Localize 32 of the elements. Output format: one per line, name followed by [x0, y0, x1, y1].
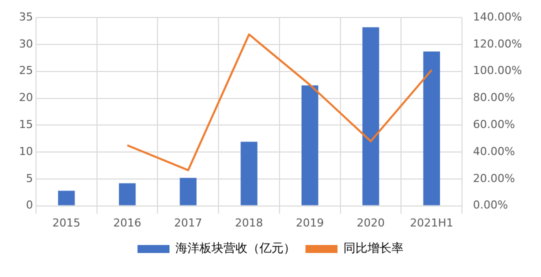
x-tick-label: 2019	[296, 216, 324, 230]
y2-tick-label: 40.00%	[473, 144, 516, 158]
y2-tick-label: 100.00%	[473, 64, 522, 78]
y2-tick-label: 80.00%	[473, 91, 516, 104]
y-tick-label: 35	[18, 10, 33, 24]
x-tick-label: 2021H1	[410, 216, 454, 230]
bar	[362, 27, 380, 206]
y2-tick-label: 60.00%	[473, 118, 516, 131]
x-tick-label: 2018	[235, 216, 264, 230]
y-tick-label: 15	[18, 118, 33, 131]
y-tick-label: 30	[18, 37, 33, 50]
y2-tick-label: 120.00%	[473, 37, 522, 50]
bar	[423, 51, 440, 206]
x-tick-label: 2017	[174, 216, 202, 230]
y-tick-label: 5	[26, 172, 33, 185]
y-tick-label: 10	[18, 144, 33, 158]
y-tick-label: 0	[26, 198, 33, 212]
x-tick-label: 2020	[356, 216, 385, 230]
y2-tick-label: 20.00%	[473, 172, 516, 185]
bar	[180, 178, 197, 206]
y-tick-label: 25	[18, 64, 33, 78]
y2-tick-label: 140.00%	[473, 10, 522, 24]
legend-label: 海洋板块营收（亿元）	[176, 241, 296, 256]
y2-tick-label: 0.00%	[473, 198, 508, 212]
y-tick-label: 20	[18, 91, 33, 104]
legend-label: 同比增长率	[344, 241, 404, 256]
x-tick-label: 2015	[52, 216, 80, 230]
bar	[118, 183, 136, 206]
bar	[302, 85, 318, 206]
x-tick-label: 2016	[113, 216, 142, 230]
bar	[58, 190, 75, 206]
bar	[240, 142, 258, 206]
